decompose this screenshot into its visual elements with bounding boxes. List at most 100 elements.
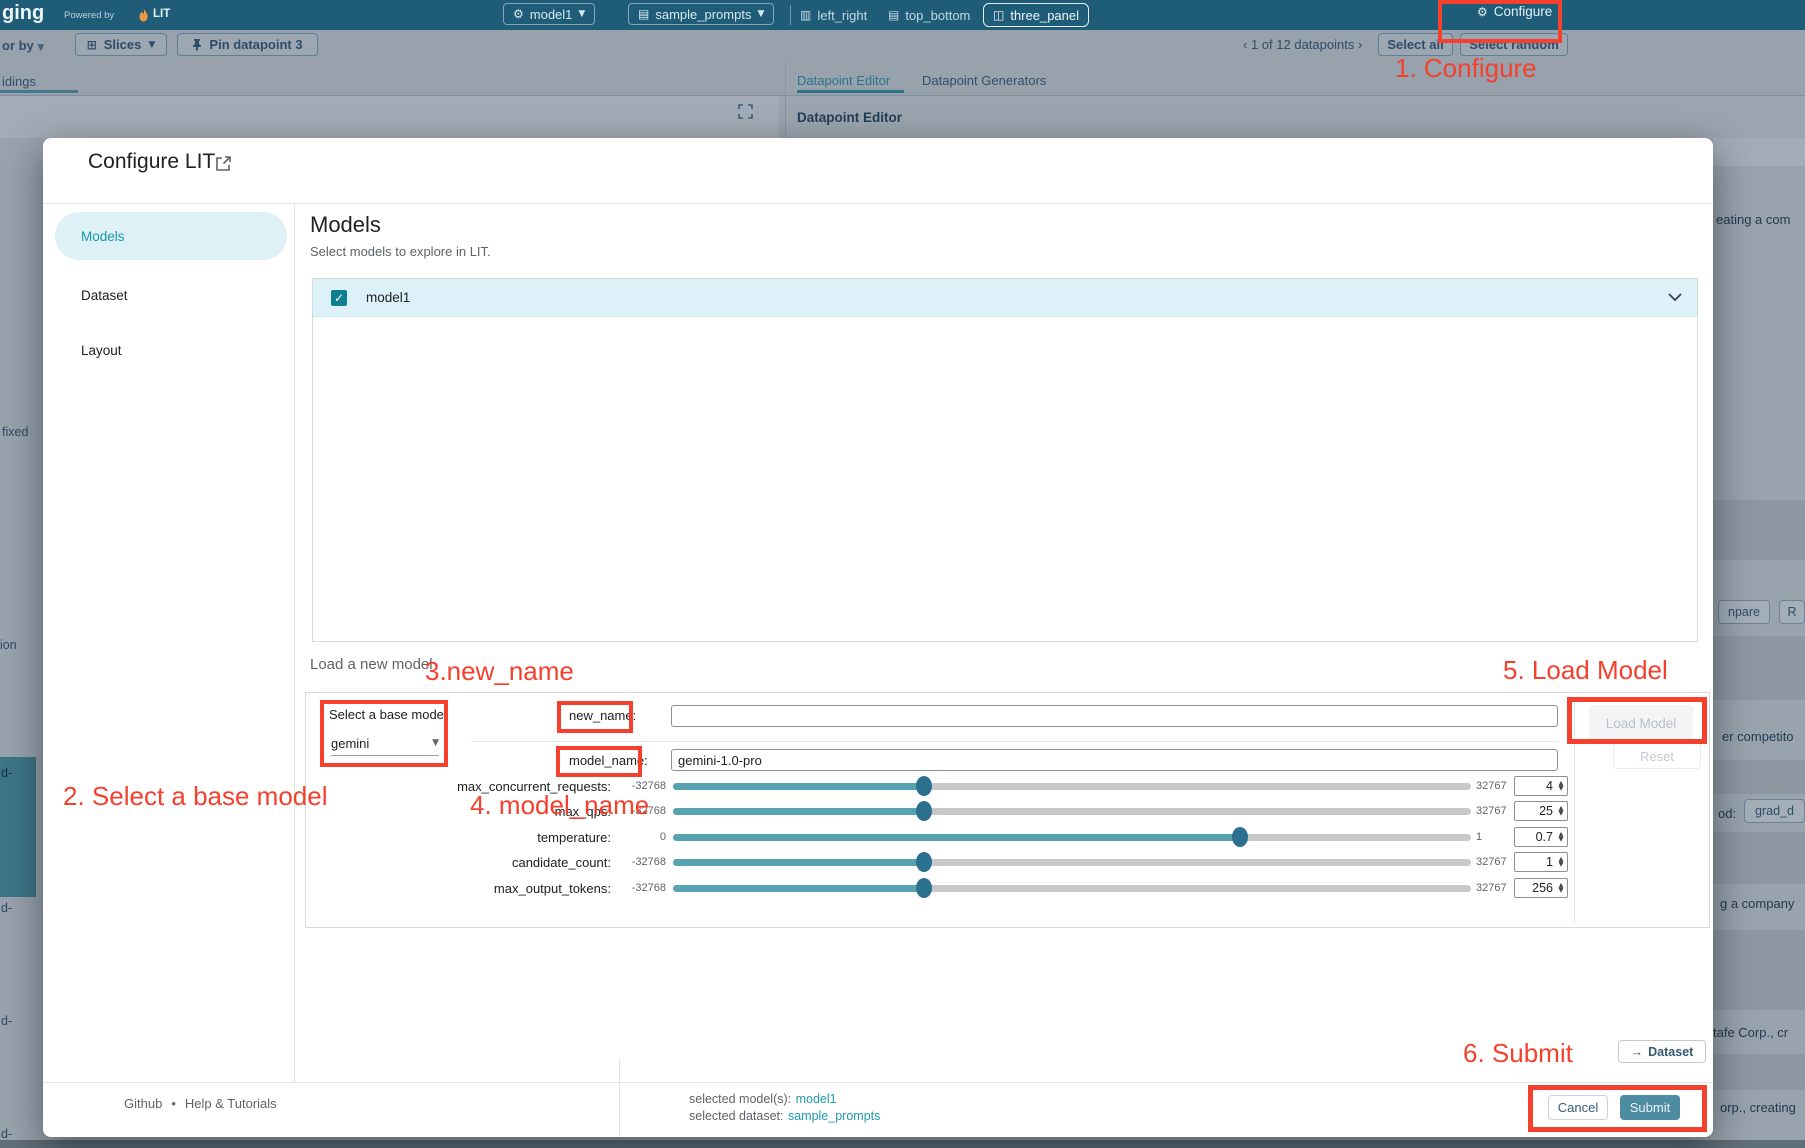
layout-three-panel-button[interactable]: ◫ three_panel <box>983 3 1090 27</box>
bg-right-fragment: er competito <box>1722 729 1794 744</box>
dataset-list-icon: ▤ <box>638 7 650 21</box>
left-tab-partial[interactable]: idings <box>2 74 36 89</box>
new-name-label: new_name: <box>569 708 637 723</box>
submit-button[interactable]: Submit <box>1620 1095 1680 1120</box>
external-link-icon[interactable] <box>215 155 232 172</box>
load-model-button[interactable]: Load Model <box>1589 705 1693 741</box>
new-name-input[interactable] <box>671 705 1558 727</box>
cancel-button[interactable]: Cancel <box>1548 1095 1608 1120</box>
method-select-partial[interactable]: grad_d <box>1744 799 1805 823</box>
pin-datapoint-button[interactable]: Pin datapoint 3 <box>177 33 318 56</box>
next-dataset-button[interactable]: → Dataset <box>1618 1040 1706 1063</box>
spinner-arrows-icon[interactable]: ▲ ▼ <box>1558 779 1564 792</box>
github-link[interactable]: Github <box>124 1096 163 1111</box>
annotation-box-submit <box>1528 1085 1707 1132</box>
layout-grid-icon: ▤ <box>888 8 900 22</box>
slider-track[interactable] <box>673 877 1471 898</box>
sidebar-item-dataset[interactable]: Dataset <box>81 288 128 303</box>
sidebar-item-models[interactable] <box>55 212 287 260</box>
footer-links: Github • Help & Tutorials <box>124 1096 277 1111</box>
powered-by-label: Powered by <box>64 10 115 21</box>
model-selector-chip[interactable]: ⚙ model1 ▼ <box>503 3 596 25</box>
embeddings-panel-header <box>0 96 779 138</box>
chevron-down-icon: ▼ <box>37 43 45 53</box>
slider-knob[interactable] <box>916 775 933 796</box>
slider-knob[interactable] <box>1231 826 1248 847</box>
chevron-down-icon: ▼ <box>578 9 586 19</box>
top-bar: ging Powered by LIT ⚙ model1 ▼ ▤ sample_… <box>0 0 1805 30</box>
base-model-value: gemini <box>331 735 370 751</box>
number-input[interactable]: 256 ▲ ▼ <box>1514 878 1568 898</box>
load-model-form: Select a base model gemini ▼ new_name: m… <box>305 692 1710 928</box>
model-row[interactable]: ✓ model1 <box>313 279 1697 317</box>
slices-button[interactable]: ⊞ Slices ▼ <box>75 33 167 56</box>
annotation-step1: 1. Configure <box>1395 53 1537 83</box>
spinner-arrows-icon[interactable]: ▲ ▼ <box>1558 855 1564 868</box>
select-all-button[interactable]: Select all <box>1378 33 1453 56</box>
configure-button[interactable]: ⚙ Configure <box>1477 4 1552 19</box>
model-name-input[interactable] <box>671 749 1558 771</box>
load-new-model-heading: Load a new model <box>310 656 433 673</box>
chevron-down-icon: ▼ <box>148 39 156 50</box>
arrow-right-icon: → <box>1630 1044 1644 1059</box>
slider-knob[interactable] <box>916 800 933 821</box>
sidebar-item-layout[interactable]: Layout <box>81 343 122 358</box>
datapoint-editor-panel <box>786 96 1805 138</box>
chevron-down-icon: ▼ <box>757 9 765 19</box>
bg-button-partial[interactable]: R <box>1779 600 1805 624</box>
spinner-arrows-icon[interactable]: ▲ ▼ <box>1558 804 1564 817</box>
pagination-label: 1 of 12 datapoints <box>1250 37 1355 52</box>
slider-min-label: -32768 <box>631 805 666 817</box>
pin-datapoint-label: Pin datapoint 3 <box>209 37 303 52</box>
annotation-box-new-name <box>557 701 633 733</box>
slider-track[interactable] <box>673 800 1471 821</box>
selected-model-link[interactable]: model1 <box>795 1092 837 1106</box>
slider-max-label: 32767 <box>1476 780 1507 792</box>
selected-dataset-link[interactable]: sample_prompts <box>787 1109 881 1123</box>
chevron-down-icon[interactable] <box>1668 293 1682 302</box>
expand-icon[interactable] <box>738 104 753 119</box>
bg-right-fragment: orp., creating <box>1720 1100 1796 1115</box>
number-input[interactable]: 1 ▲ ▼ <box>1514 852 1568 872</box>
slider-fill <box>673 884 925 892</box>
spinner-arrows-icon[interactable]: ▲ ▼ <box>1558 881 1564 894</box>
prev-datapoint-arrow[interactable]: ‹ <box>1243 37 1248 52</box>
color-by-control-partial[interactable]: or by ▼ <box>2 38 45 53</box>
slider-min-label: -32768 <box>631 856 666 868</box>
base-model-select[interactable]: gemini ▼ <box>331 731 439 756</box>
left-tab-underline <box>0 90 78 93</box>
dialog-title: Configure LIT <box>88 150 216 173</box>
layout-top-bottom-button[interactable]: ▤ top_bottom <box>888 4 970 26</box>
next-datapoint-arrow[interactable]: › <box>1357 37 1363 52</box>
number-input[interactable]: 0.7 ▲ ▼ <box>1514 827 1568 847</box>
footer-dot: • <box>171 1096 176 1111</box>
selected-model-line: selected model(s): model1 <box>689 1092 837 1106</box>
slider-knob[interactable] <box>916 851 933 872</box>
slider-label: max_qps: <box>554 803 611 819</box>
slider-track[interactable] <box>673 826 1471 847</box>
footer-vertical-divider <box>619 1060 620 1137</box>
compare-button-partial[interactable]: npare <box>1718 600 1770 624</box>
reset-button[interactable]: Reset <box>1613 743 1701 769</box>
number-input[interactable]: 25 ▲ ▼ <box>1514 801 1568 821</box>
layout-three-panel-label: three_panel <box>1010 7 1080 23</box>
slider-max-label: 32767 <box>1476 882 1507 894</box>
slider-knob[interactable] <box>916 877 933 898</box>
layout-left-right-button[interactable]: ▥ left_right <box>800 4 867 26</box>
flame-icon <box>139 8 148 22</box>
help-tutorials-link[interactable]: Help & Tutorials <box>184 1096 277 1111</box>
number-input[interactable]: 4 ▲ ▼ <box>1514 776 1568 796</box>
base-model-label: Select a base model <box>329 707 447 722</box>
tab-datapoint-generators[interactable]: Datapoint Generators <box>922 73 1047 88</box>
slider-track[interactable] <box>673 775 1471 796</box>
model-checkbox[interactable]: ✓ <box>331 290 347 306</box>
annotation-box-model-name <box>556 746 642 777</box>
slider-track[interactable] <box>673 851 1471 872</box>
lit-label: LIT <box>153 8 171 20</box>
dataset-selector-chip[interactable]: ▤ sample_prompts ▼ <box>628 3 775 25</box>
tab-datapoint-editor[interactable]: Datapoint Editor <box>797 73 891 88</box>
configure-lit-dialog: Configure LIT Models Dataset Layout Mode… <box>43 138 1713 1137</box>
bg-left-fragment: d- <box>1 766 13 780</box>
spinner-arrows-icon[interactable]: ▲ ▼ <box>1558 830 1564 843</box>
